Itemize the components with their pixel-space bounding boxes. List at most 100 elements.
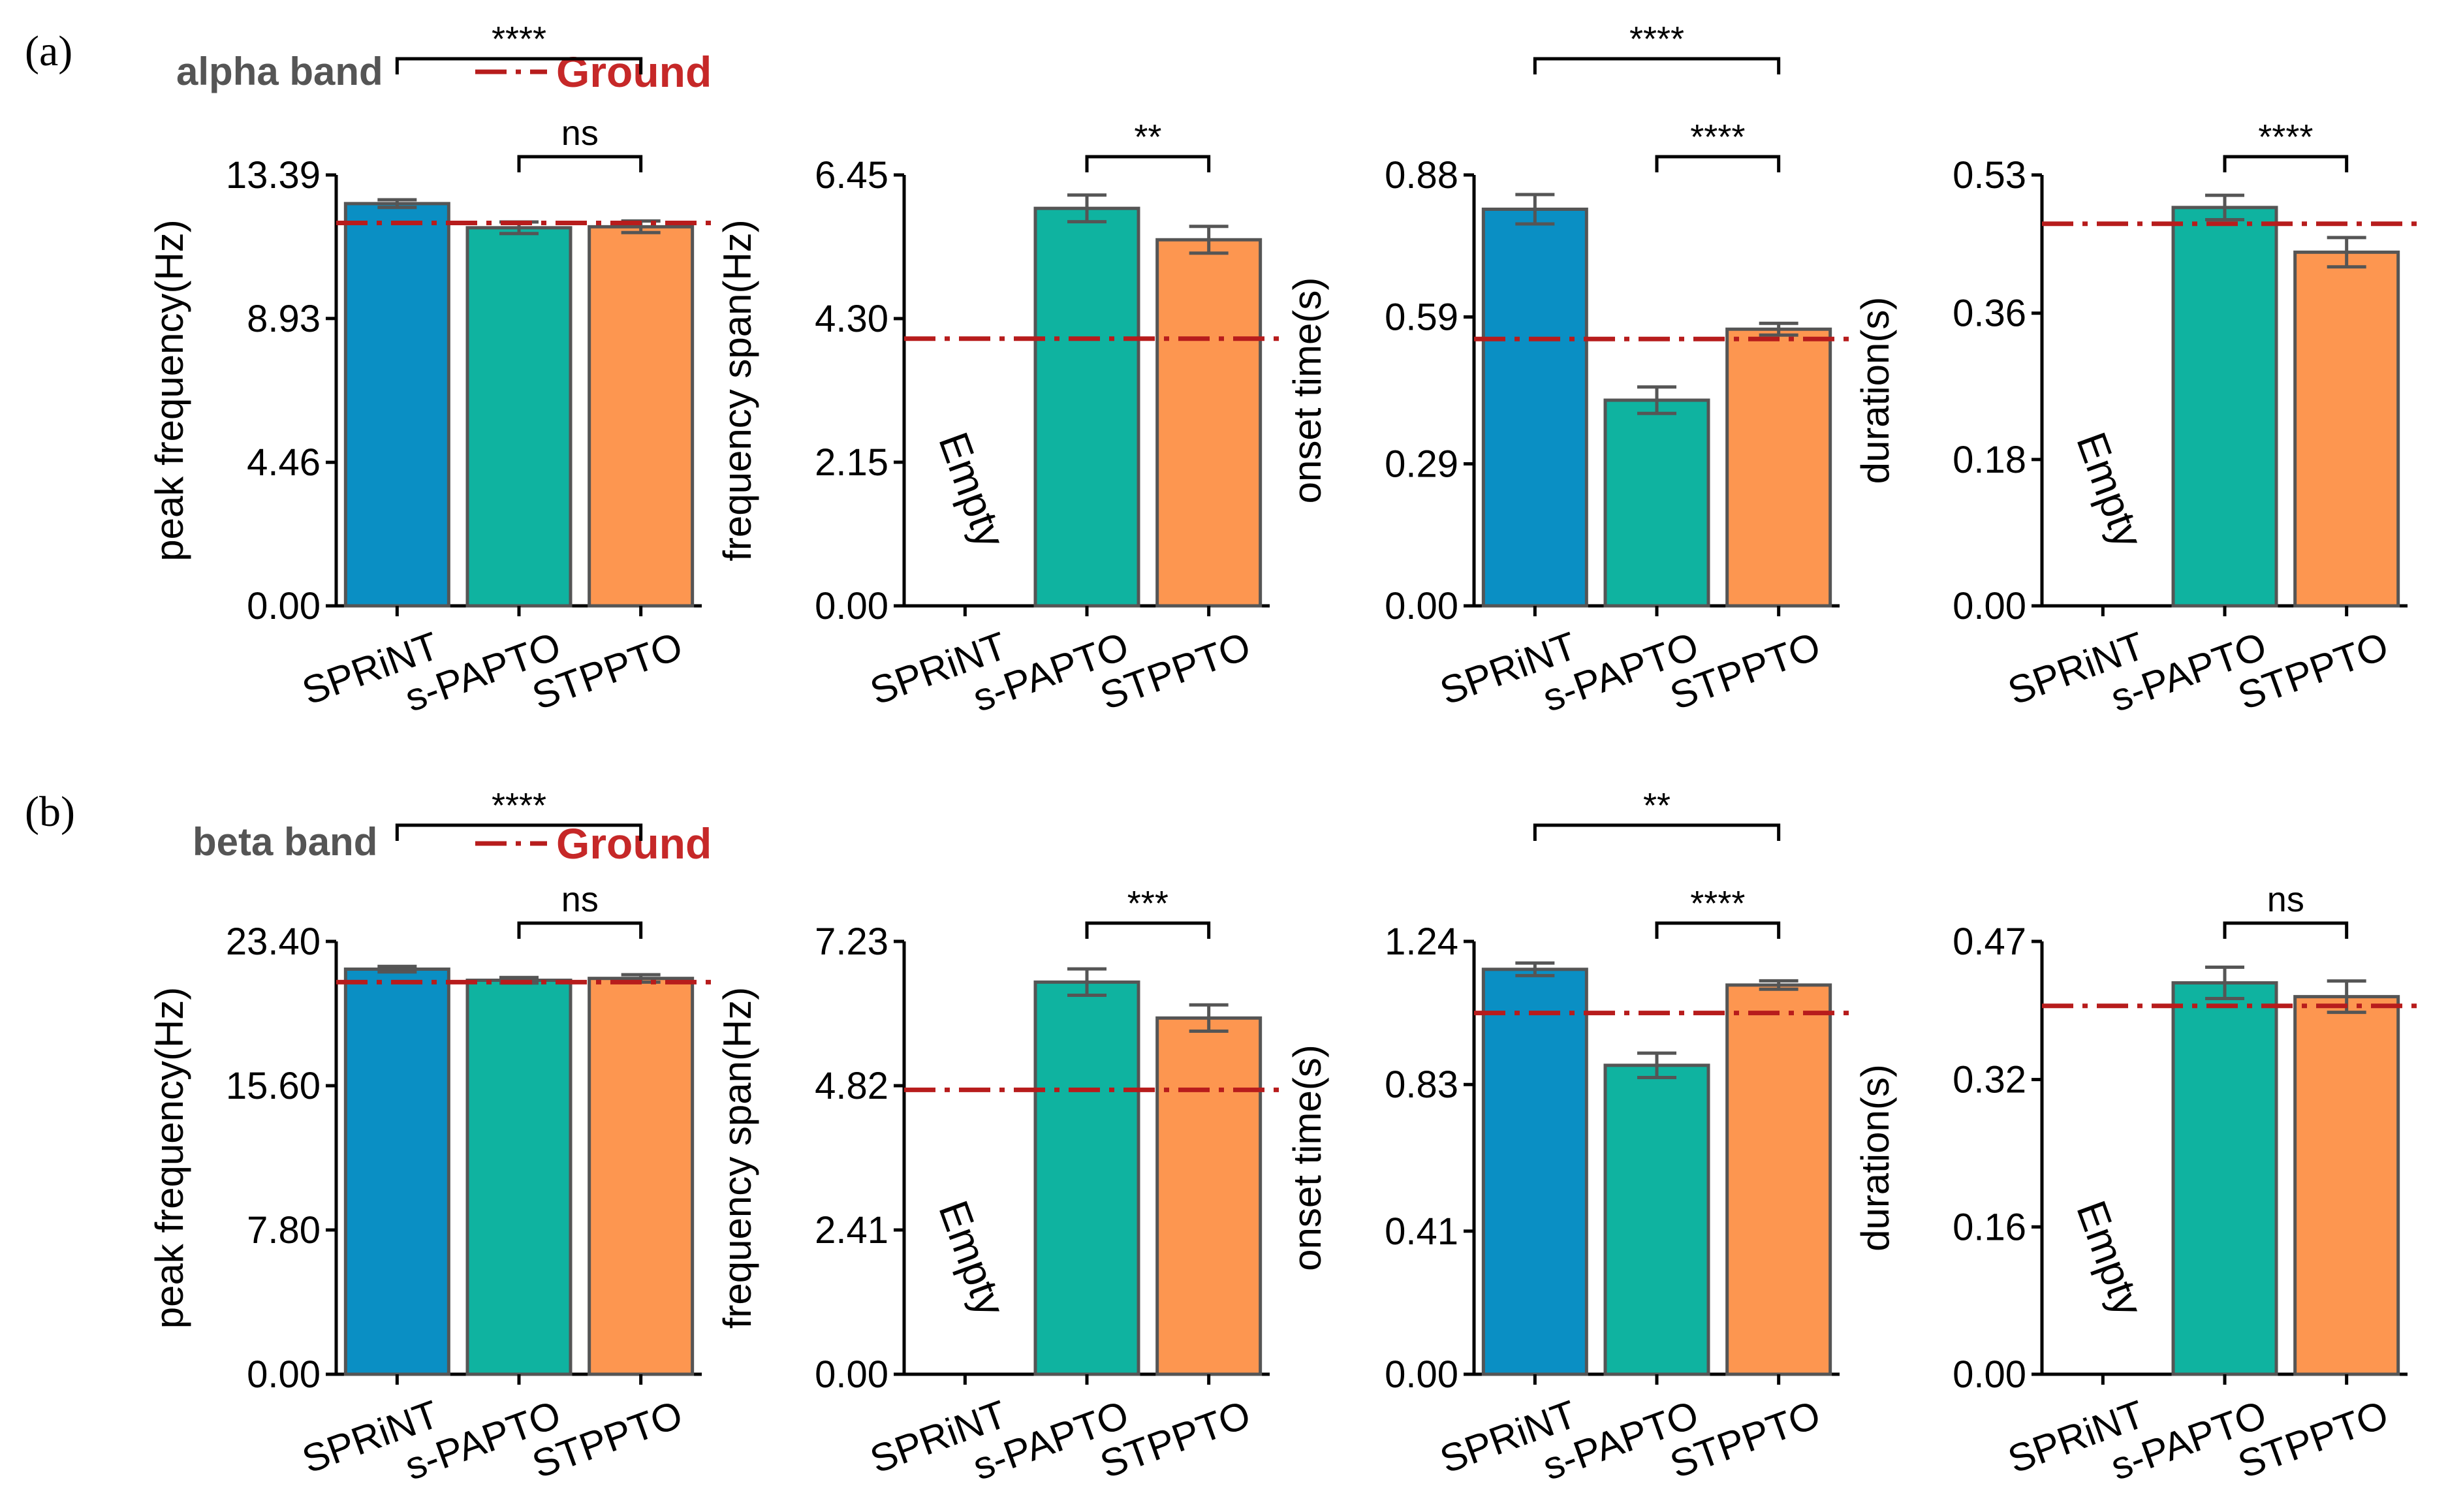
subplot-3: 0.000.180.360.53duration(s)EmptySPRiNTs-…	[1853, 118, 2417, 720]
significance-bracket	[517, 921, 643, 939]
y-tick-label: 6.45	[815, 154, 888, 197]
empty-label: Empty	[930, 1195, 1014, 1322]
y-tick-label: 4.46	[247, 441, 321, 484]
y-tick-label: 1.24	[1385, 921, 1458, 963]
bar-STPPTO	[1155, 238, 1263, 608]
significance-label: ****	[2258, 118, 2313, 157]
y-tick-label: 0.16	[1953, 1206, 2026, 1248]
y-tick-label: 23.40	[226, 921, 321, 963]
panel-label-b: (b)	[25, 788, 75, 836]
y-tick-label: 0.47	[1953, 921, 2026, 963]
bar-s-PAPTO	[1033, 206, 1140, 608]
significance-label: **	[1134, 118, 1161, 157]
significance-label: ***	[1127, 884, 1169, 923]
legend-label-a: Ground	[556, 48, 712, 96]
y-axis-label: frequency span(Hz)	[715, 219, 759, 561]
y-tick-label: 0.00	[815, 1353, 888, 1396]
y-tick-label: 0.00	[247, 1353, 321, 1396]
significance-bracket	[1655, 155, 1781, 172]
significance-label: ****	[1690, 118, 1745, 157]
legend-label-b: Ground	[556, 819, 712, 868]
y-tick-label: 13.39	[226, 154, 321, 197]
significance-label: **	[1643, 786, 1671, 825]
y-tick-label: 0.59	[1385, 296, 1458, 339]
y-tick-label: 0.18	[1953, 439, 2026, 481]
bar-s-PAPTO	[2171, 206, 2278, 608]
significance-label: ****	[492, 20, 546, 59]
bar-STPPTO	[2293, 995, 2400, 1376]
y-tick-label: 7.23	[815, 921, 888, 963]
bar-s-PAPTO	[1603, 1063, 1710, 1376]
y-tick-label: 15.60	[226, 1065, 321, 1107]
significance-bracket	[1085, 155, 1211, 172]
bar-SPRiNT	[343, 968, 450, 1376]
y-axis-label: peak frequency(Hz)	[148, 987, 191, 1329]
y-tick-label: 0.00	[1385, 1353, 1458, 1396]
band-title-alpha: alpha band	[176, 50, 383, 93]
y-tick-label: 0.00	[1953, 1353, 2026, 1396]
y-axis-label: onset time(s)	[1285, 1045, 1329, 1271]
bar-STPPTO	[588, 977, 695, 1376]
bar-SPRiNT	[1481, 208, 1588, 608]
bar-SPRiNT	[1481, 968, 1588, 1376]
y-tick-label: 0.41	[1385, 1210, 1458, 1253]
bar-s-PAPTO	[465, 226, 573, 608]
significance-label: ****	[492, 786, 546, 825]
y-tick-label: 4.82	[815, 1065, 888, 1107]
y-tick-label: 7.80	[247, 1209, 321, 1252]
significance-bracket	[1533, 57, 1781, 74]
bar-s-PAPTO	[1603, 398, 1710, 608]
y-tick-label: 0.00	[247, 585, 321, 627]
y-tick-label: 0.32	[1953, 1059, 2026, 1101]
band-title-beta: beta band	[193, 820, 377, 864]
bar-s-PAPTO	[465, 979, 573, 1376]
y-tick-label: 2.15	[815, 441, 888, 484]
significance-label: ns	[2267, 880, 2304, 919]
y-tick-label: 8.93	[247, 298, 321, 340]
y-tick-label: 0.88	[1385, 154, 1458, 197]
bar-s-PAPTO	[1033, 980, 1140, 1376]
significance-bracket	[395, 823, 643, 841]
bar-STPPTO	[1725, 983, 1832, 1376]
y-tick-label: 0.00	[815, 585, 888, 627]
significance-label: ns	[561, 114, 599, 153]
y-axis-label: duration(s)	[1853, 1064, 1897, 1252]
bar-STPPTO	[1725, 327, 1832, 608]
y-tick-label: 0.00	[1953, 585, 2026, 627]
y-axis-label: peak frequency(Hz)	[148, 219, 191, 561]
bar-STPPTO	[2293, 250, 2400, 608]
y-tick-label: 0.00	[1385, 585, 1458, 627]
significance-label: ns	[561, 880, 599, 919]
y-tick-label: 2.41	[815, 1209, 888, 1252]
empty-label: Empty	[2067, 1195, 2152, 1322]
empty-label: Empty	[2067, 426, 2152, 554]
y-axis-label: frequency span(Hz)	[715, 987, 759, 1329]
significance-bracket	[1533, 823, 1781, 841]
y-tick-label: 4.30	[815, 298, 888, 340]
y-axis-label: duration(s)	[1853, 297, 1897, 484]
significance-label: ****	[1690, 884, 1745, 923]
bar-SPRiNT	[343, 202, 450, 608]
y-tick-label: 0.36	[1953, 292, 2026, 335]
bar-STPPTO	[1155, 1016, 1263, 1376]
significance-bracket	[2223, 155, 2349, 172]
significance-bracket	[395, 57, 643, 74]
subplot-7: 0.000.160.320.47duration(s)EmptySPRiNTs-…	[1853, 880, 2417, 1488]
significance-label: ****	[1629, 20, 1684, 59]
y-tick-label: 0.53	[1953, 154, 2026, 197]
y-axis-label: onset time(s)	[1285, 277, 1329, 504]
bar-s-PAPTO	[2171, 981, 2278, 1376]
bar-STPPTO	[588, 225, 695, 608]
significance-bracket	[517, 155, 643, 172]
empty-label: Empty	[930, 426, 1014, 554]
panel-label-a: (a)	[25, 27, 72, 75]
significance-bracket	[1085, 921, 1211, 939]
